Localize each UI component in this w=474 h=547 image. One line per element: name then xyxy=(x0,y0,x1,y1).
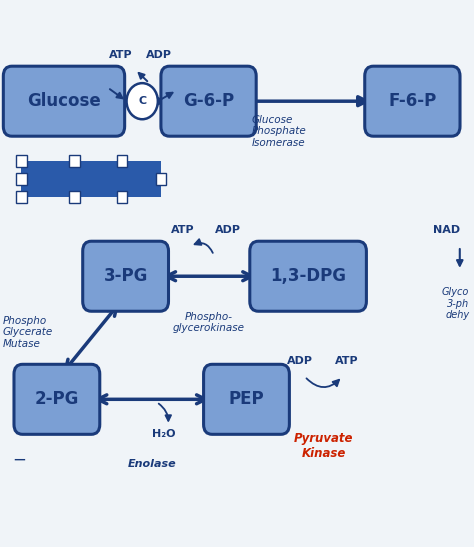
Circle shape xyxy=(127,83,158,119)
FancyBboxPatch shape xyxy=(69,155,80,167)
Text: PEP: PEP xyxy=(228,391,264,408)
Text: F-6-P: F-6-P xyxy=(388,92,437,110)
FancyBboxPatch shape xyxy=(203,364,289,434)
FancyBboxPatch shape xyxy=(16,191,27,203)
FancyBboxPatch shape xyxy=(117,191,127,203)
Text: Glucose
Phosphate
Isomerase: Glucose Phosphate Isomerase xyxy=(251,115,306,148)
Text: −: − xyxy=(12,451,26,468)
FancyBboxPatch shape xyxy=(83,241,169,311)
Text: Enolase: Enolase xyxy=(128,459,176,469)
Text: ADP: ADP xyxy=(146,50,172,60)
Text: 1,3-DPG: 1,3-DPG xyxy=(270,267,346,285)
FancyBboxPatch shape xyxy=(365,66,460,136)
FancyBboxPatch shape xyxy=(250,241,366,311)
FancyBboxPatch shape xyxy=(161,66,256,136)
Text: Phospho
Glycerate
Mutase: Phospho Glycerate Mutase xyxy=(2,316,53,349)
FancyBboxPatch shape xyxy=(3,66,125,136)
FancyBboxPatch shape xyxy=(117,155,127,167)
Text: Glyco
3-ph
dehy: Glyco 3-ph dehy xyxy=(442,287,469,321)
Text: Phospho-
glycerokinase: Phospho- glycerokinase xyxy=(173,312,245,333)
Text: ATP: ATP xyxy=(336,357,359,366)
FancyBboxPatch shape xyxy=(21,161,161,197)
Text: 3-PG: 3-PG xyxy=(103,267,148,285)
Text: ADP: ADP xyxy=(287,357,313,366)
Text: ATP: ATP xyxy=(171,225,195,235)
Text: 2-PG: 2-PG xyxy=(35,391,79,408)
FancyBboxPatch shape xyxy=(16,173,27,185)
Text: Glucose: Glucose xyxy=(27,92,101,110)
Text: NAD: NAD xyxy=(433,225,460,235)
Text: H₂O: H₂O xyxy=(152,429,175,439)
FancyBboxPatch shape xyxy=(16,155,27,167)
FancyBboxPatch shape xyxy=(14,364,100,434)
Text: Pyruvate
Kinase: Pyruvate Kinase xyxy=(294,432,353,460)
Text: ATP: ATP xyxy=(109,50,133,60)
Text: ADP: ADP xyxy=(215,225,241,235)
FancyBboxPatch shape xyxy=(156,173,166,185)
Text: C: C xyxy=(138,96,146,106)
FancyBboxPatch shape xyxy=(69,191,80,203)
Text: G-6-P: G-6-P xyxy=(183,92,234,110)
